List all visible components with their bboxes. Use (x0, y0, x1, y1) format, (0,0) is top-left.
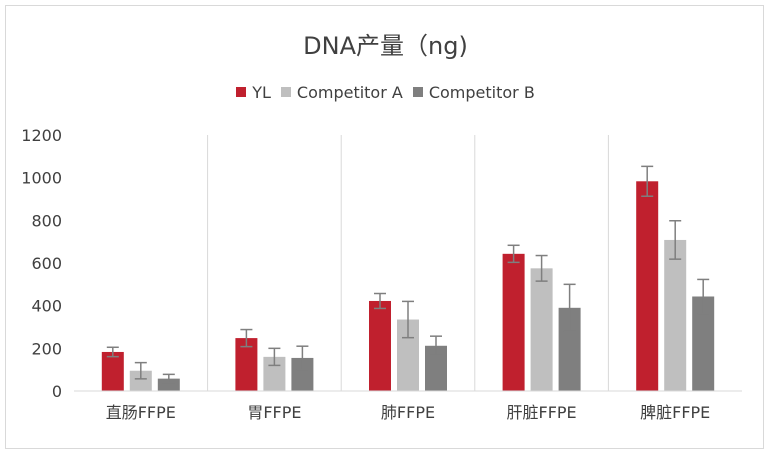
y-tick-label: 600 (31, 254, 62, 273)
y-tick-label: 800 (31, 211, 62, 230)
legend-swatch (236, 87, 247, 97)
x-tick-label: 胃FFPE (247, 403, 301, 422)
bar (129, 370, 152, 391)
error-bar (134, 361, 147, 380)
bar (502, 253, 525, 391)
x-tick-label: 直肠FFPE (106, 403, 176, 422)
error-bar (697, 278, 710, 315)
legend-swatch (412, 87, 423, 97)
bar (636, 181, 659, 391)
y-tick-label: 200 (31, 339, 62, 358)
error-bar (240, 328, 253, 348)
error-bar (268, 347, 281, 367)
legend-label: Competitor B (428, 82, 535, 102)
y-tick-label: 0 (52, 382, 62, 401)
legend-item: Competitor B (412, 82, 535, 102)
x-tick-label: 肝脏FFPE (507, 403, 577, 422)
bar (101, 351, 124, 391)
legend-item: YL (236, 83, 271, 102)
error-bar (507, 244, 520, 264)
bar (425, 345, 447, 391)
legend-item: Competitor A (280, 82, 403, 102)
bar (369, 300, 391, 391)
error-bar (402, 300, 414, 339)
legend-swatch (280, 87, 291, 97)
error-bar (535, 254, 548, 282)
x-tick-label: 肺FFPE (381, 403, 435, 422)
bar (530, 268, 553, 391)
error-bar (296, 345, 309, 371)
bar (235, 338, 258, 391)
error-bar (641, 165, 654, 197)
bar (664, 239, 687, 391)
y-tick-label: 1000 (21, 169, 62, 188)
error-bar (563, 283, 576, 333)
bar (558, 307, 581, 391)
x-tick-label: 脾脏FFPE (640, 403, 710, 422)
error-bar (430, 335, 442, 357)
chart-title: DNA产量（ng) (303, 32, 468, 60)
error-bar (106, 346, 119, 358)
bar (291, 357, 314, 391)
bar (692, 296, 715, 391)
bar (157, 378, 180, 391)
y-tick-label: 400 (31, 297, 62, 316)
error-bar (669, 220, 682, 260)
legend-label: YL (252, 82, 271, 102)
y-tick-label: 1200 (21, 126, 62, 145)
legend-label: Competitor A (296, 82, 403, 102)
error-bar (162, 373, 175, 384)
legend: YL Competitor A Competitor B (0, 82, 771, 102)
error-bar (374, 292, 386, 310)
